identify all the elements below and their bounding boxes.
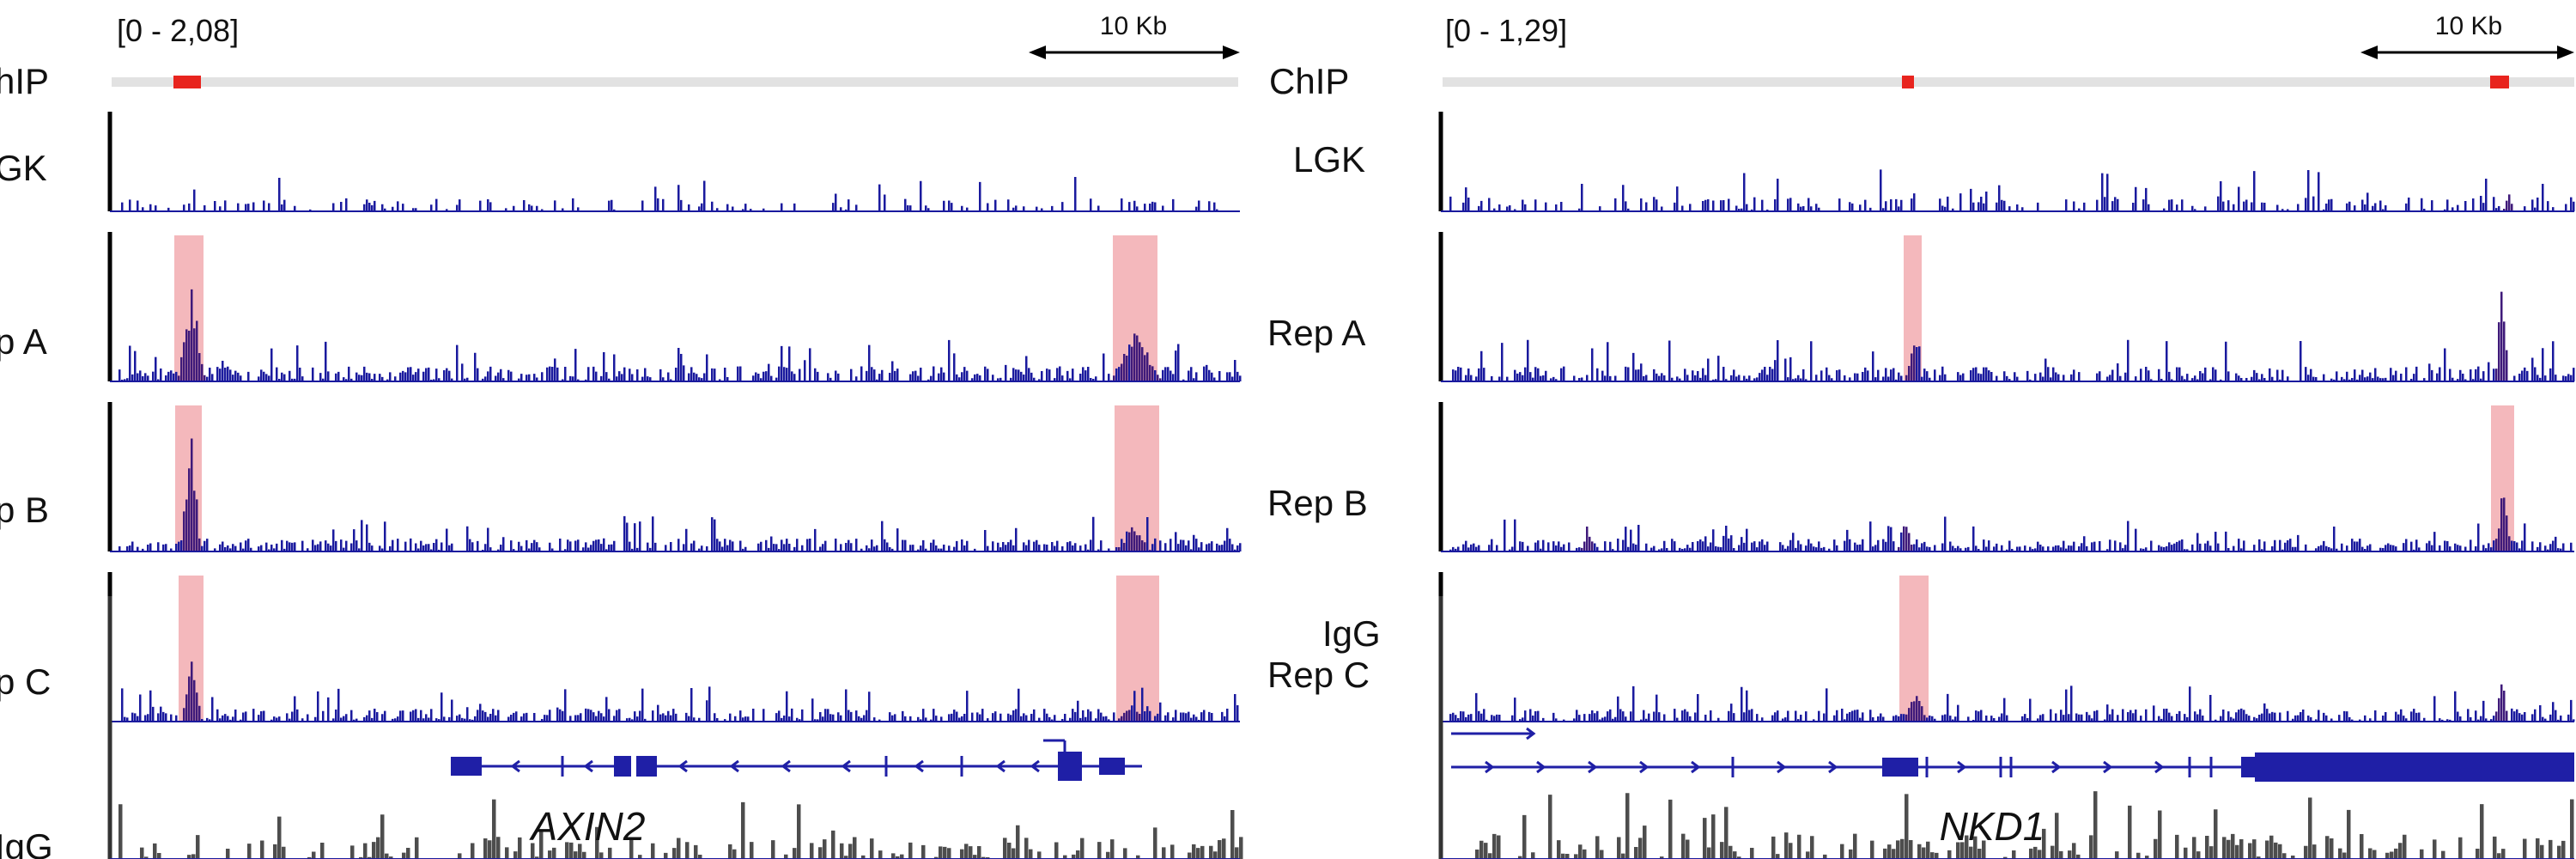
signal-bars [1449,169,2575,211]
signal-bars [118,339,1242,381]
scale-bar: 10 Kb [1029,12,1240,59]
data-range-label: [0 - 2,08] [117,13,239,48]
signal-track-signal [1449,497,2573,551]
peak-highlight [1904,235,1922,381]
chip-peak-track [112,77,1238,87]
track-label-gk: GK [0,148,47,188]
signal-track-signal [121,177,1218,211]
signal-peak-bars [183,661,1141,722]
gene-name-axin2: AXIN2 [529,804,646,849]
panel-nkd1: [0 - 1,29] 10 Kb ChIP LGK Rep A Rep B Re… [1267,12,2574,849]
signal-peak-bars [2503,194,2513,211]
signal-peak-bars [2055,813,2063,859]
chip-peak-mark [173,76,201,88]
signal-bars [1449,685,2575,722]
chip-peak-track [1443,77,2574,87]
gene-name-nkd1: NKD1 [1940,804,2045,849]
track-label-chip: ChIP [1269,61,1349,101]
signal-track-signal [121,661,1239,722]
peak-highlight [1116,576,1159,722]
scale-bar-label: 10 Kb [2435,12,2502,40]
signal-track-signal [1452,291,2575,381]
signal-track-signal [118,438,1242,551]
signal-track-igg [118,799,1243,859]
signal-tracks [118,169,2575,859]
signal-bars [118,799,1243,859]
peak-highlight [1115,405,1159,551]
track-label-igg: IgG [0,826,53,859]
signal-peak-bars [1581,497,2511,551]
track-label-lgk: LGK [1293,139,1365,180]
track-label-rep-c: p C [0,661,51,702]
track-label-rep-a: p A [0,321,47,362]
signal-track-igg [1475,791,2574,859]
signal-peak-bars [183,438,1151,551]
signal-track-signal [1449,169,2575,211]
scale-bar: 10 Kb [2360,12,2574,59]
signal-bars [1475,791,2574,859]
signal-bars [121,177,1218,211]
chip-peak-mark [2490,76,2509,88]
chip-peak-mark [1902,76,1914,88]
peak-highlight [1899,576,1929,722]
gene-model-nkd1 [1451,727,2574,782]
track-axes [107,112,2574,859]
signal-bars [118,515,1242,551]
track-label-chip: hIP [0,61,49,101]
data-range-label: [0 - 1,29] [1445,13,1567,48]
signal-track-signal [1449,684,2575,722]
gene-model-axin2 [451,739,1142,781]
signal-bars [121,686,1239,722]
scale-bar-label: 10 Kb [1100,12,1167,40]
track-label-igg: IgG [1322,613,1381,654]
track-label-rep-c: Rep C [1267,655,1370,695]
track-label-rep-a: Rep A [1267,313,1365,353]
signal-bars [1452,339,2575,381]
panel-axin2: [0 - 2,08] 10 Kb hIP GK p A p B p C IgG [0,12,1240,859]
signal-bars [1449,516,2573,551]
track-label-rep-b: Rep B [1267,483,1368,523]
track-label-rep-b: p B [0,490,49,530]
signal-track-signal [118,289,1242,381]
